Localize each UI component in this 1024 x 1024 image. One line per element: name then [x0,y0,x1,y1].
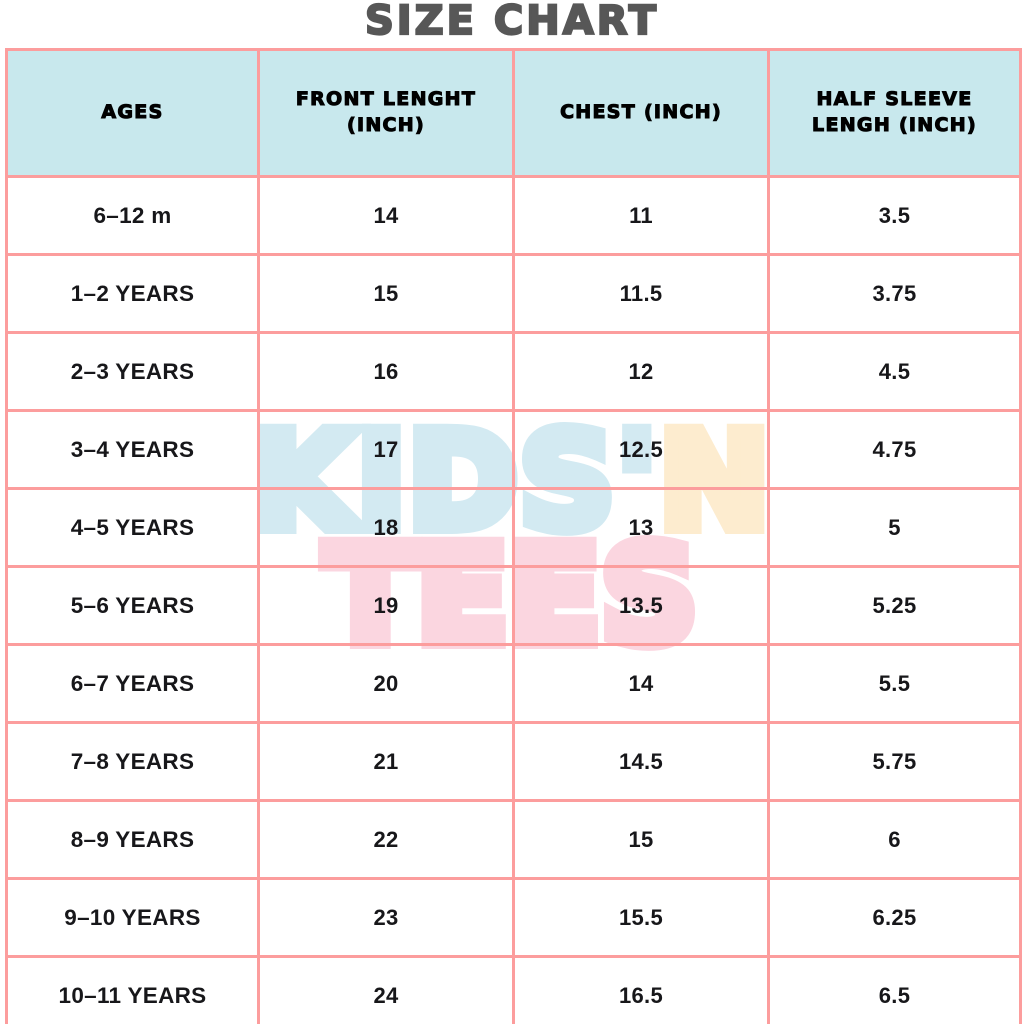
cell-half-sleeve: 5.5 [767,643,1022,724]
table-row: 5–6 YEARS 19 13.5 5.25 [5,565,1022,646]
column-header-half-sleeve-line-2: LENGH (INCH) [811,113,977,136]
table-row: 2–3 YEARS 16 12 4.5 [5,331,1022,412]
cell-chest: 14 [512,643,770,724]
cell-chest: 15 [512,799,770,880]
column-header-chest: CHEST (INCH) [512,48,770,178]
column-header-half-sleeve-line-1: HALF SLEEVE [816,88,973,111]
cell-chest: 13 [512,487,770,568]
size-chart-table: AGES FRONT LENGHT (INCH) CHEST (INCH) HA… [5,48,1022,1024]
cell-chest: 15.5 [512,877,770,958]
table-header-row: AGES FRONT LENGHT (INCH) CHEST (INCH) HA… [5,48,1022,178]
table-row: 9–10 YEARS 23 15.5 6.25 [5,877,1022,958]
cell-front-length: 21 [257,721,515,802]
table-body: 6–12 m 14 11 3.5 1–2 YEARS 15 11.5 3.75 2–3 YEAR… [5,175,1022,1024]
cell-chest: 16.5 [512,955,770,1024]
cell-front-length: 16 [257,331,515,412]
table-row: 7–8 YEARS 21 14.5 5.75 [5,721,1022,802]
cell-front-length: 15 [257,253,515,334]
cell-age: 4–5 YEARS [5,487,260,568]
table-row: 4–5 YEARS 18 13 5 [5,487,1022,568]
cell-half-sleeve: 4.5 [767,331,1022,412]
cell-half-sleeve: 3.5 [767,175,1022,256]
column-header-ages: AGES [5,48,260,178]
cell-age: 9–10 YEARS [5,877,260,958]
cell-age: 6–7 YEARS [5,643,260,724]
cell-front-length: 18 [257,487,515,568]
cell-chest: 12.5 [512,409,770,490]
cell-age: 1–2 YEARS [5,253,260,334]
cell-half-sleeve: 6.5 [767,955,1022,1024]
cell-front-length: 20 [257,643,515,724]
table-row: 3–4 YEARS 17 12.5 4.75 [5,409,1022,490]
column-header-front-length: FRONT LENGHT (INCH) [257,48,515,178]
table-row: 6–12 m 14 11 3.5 [5,175,1022,256]
cell-age: 2–3 YEARS [5,331,260,412]
cell-age: 10–11 YEARS [5,955,260,1024]
cell-half-sleeve: 6.25 [767,877,1022,958]
cell-front-length: 19 [257,565,515,646]
cell-chest: 13.5 [512,565,770,646]
cell-chest: 12 [512,331,770,412]
table-header: AGES FRONT LENGHT (INCH) CHEST (INCH) HA… [5,48,1022,178]
cell-chest: 11.5 [512,253,770,334]
cell-half-sleeve: 4.75 [767,409,1022,490]
cell-half-sleeve: 6 [767,799,1022,880]
cell-half-sleeve: 5.75 [767,721,1022,802]
column-header-ages-line-1: AGES [101,101,164,124]
column-header-chest-line-1: CHEST (INCH) [560,101,722,124]
cell-front-length: 23 [257,877,515,958]
cell-half-sleeve: 5 [767,487,1022,568]
cell-age: 3–4 YEARS [5,409,260,490]
cell-age: 7–8 YEARS [5,721,260,802]
page-title: SIZE CHART [364,0,660,45]
cell-half-sleeve: 3.75 [767,253,1022,334]
table-row: 6–7 YEARS 20 14 5.5 [5,643,1022,724]
column-header-front-length-line-1: FRONT LENGHT [295,88,477,111]
table-row: 1–2 YEARS 15 11.5 3.75 [5,253,1022,334]
column-header-front-length-line-2: (INCH) [346,113,425,136]
column-header-half-sleeve: HALF SLEEVE LENGH (INCH) [767,48,1022,178]
cell-age: 6–12 m [5,175,260,256]
cell-half-sleeve: 5.25 [767,565,1022,646]
cell-chest: 14.5 [512,721,770,802]
cell-age: 5–6 YEARS [5,565,260,646]
cell-front-length: 24 [257,955,515,1024]
cell-front-length: 14 [257,175,515,256]
cell-age: 8–9 YEARS [5,799,260,880]
table-row: 8–9 YEARS 22 15 6 [5,799,1022,880]
cell-front-length: 17 [257,409,515,490]
table-row: 10–11 YEARS 24 16.5 6.5 [5,955,1022,1024]
cell-front-length: 22 [257,799,515,880]
cell-chest: 11 [512,175,770,256]
